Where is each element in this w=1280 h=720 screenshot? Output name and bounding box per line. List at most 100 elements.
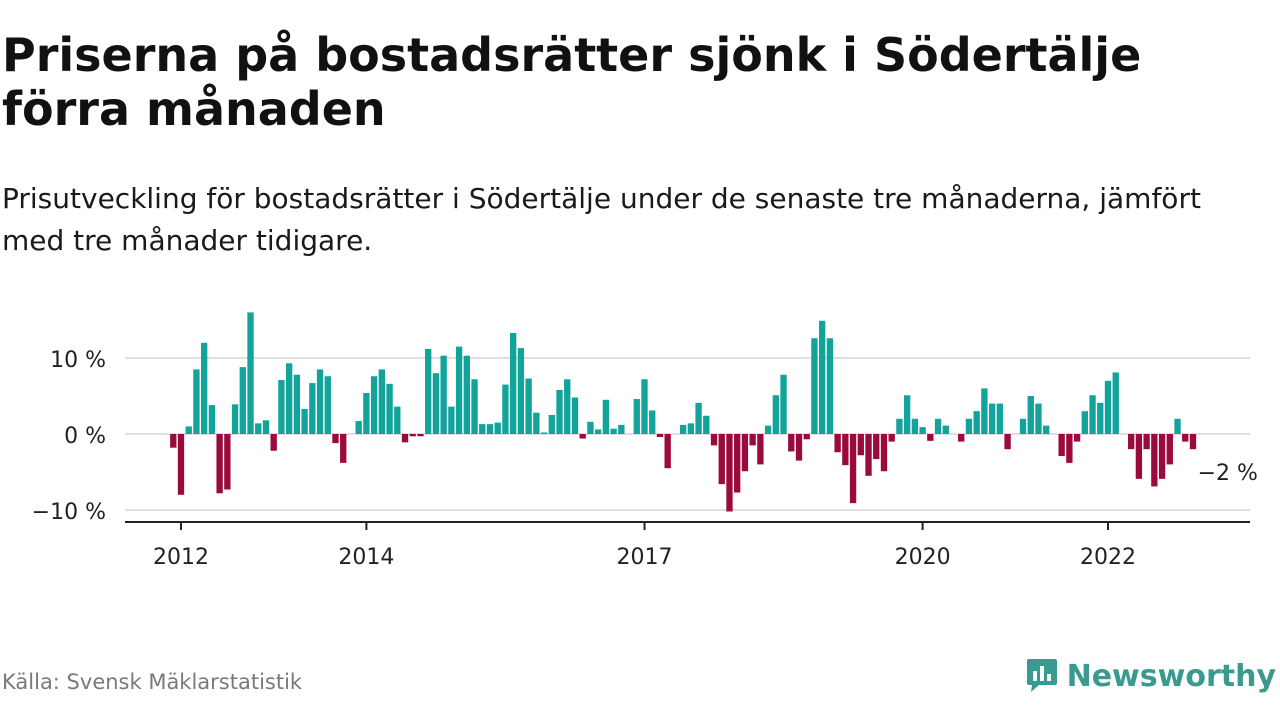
bar <box>1004 434 1011 450</box>
bar <box>710 434 718 446</box>
bar <box>255 423 262 434</box>
chart-subtitle: Prisutveckling för bostadsrätter i Söder… <box>2 182 1201 257</box>
y-tick-label: 10 % <box>50 348 106 373</box>
x-tick-label: 2022 <box>1080 545 1136 570</box>
bar <box>1182 434 1189 442</box>
newsworthy-logo-icon <box>1026 659 1057 692</box>
bar <box>687 423 695 434</box>
bar <box>718 434 725 485</box>
bar <box>363 392 370 434</box>
bar <box>587 421 594 434</box>
bar <box>517 348 525 434</box>
bar <box>564 379 571 434</box>
bar <box>842 434 849 466</box>
bar <box>988 403 996 434</box>
y-tick-label: 0 % <box>64 424 106 449</box>
bar <box>332 434 339 444</box>
bar <box>1189 434 1197 450</box>
bar <box>1104 380 1112 434</box>
bar <box>641 379 648 434</box>
bar <box>996 403 1004 434</box>
bar <box>247 312 254 434</box>
bar <box>811 338 818 434</box>
bar <box>355 421 362 434</box>
x-tick-label: 2012 <box>153 545 209 570</box>
bar <box>958 434 965 442</box>
bar <box>471 379 478 434</box>
bar <box>865 434 872 476</box>
bar <box>1081 411 1088 434</box>
x-tick-label: 2020 <box>895 545 951 570</box>
labels: 10 % 0 % −10 % 2012 2014 2017 2020 2022 −2 % <box>32 348 1258 570</box>
bar <box>764 425 772 434</box>
bar <box>795 434 803 461</box>
bar <box>270 434 277 451</box>
bar <box>479 424 486 434</box>
bar <box>378 369 386 434</box>
bar <box>370 376 378 434</box>
bar <box>1135 434 1143 479</box>
bar <box>749 434 756 446</box>
bar <box>803 434 810 440</box>
bar <box>1035 403 1042 434</box>
bar <box>401 434 409 443</box>
bar <box>1112 372 1119 434</box>
bar <box>788 434 795 452</box>
bar <box>432 373 440 434</box>
bar <box>455 346 463 434</box>
bar <box>579 434 586 439</box>
bar <box>417 434 424 437</box>
value-annotation: −2 % <box>1198 461 1258 486</box>
bar <box>973 411 980 434</box>
bar <box>324 376 331 434</box>
bar <box>734 434 741 493</box>
bar <box>340 434 347 463</box>
bar <box>556 389 563 434</box>
bar <box>224 434 231 490</box>
bar <box>703 415 710 434</box>
source-note: Källa: Svensk Mäklarstatistik <box>2 670 303 694</box>
bar <box>965 418 973 434</box>
bar <box>177 434 185 495</box>
bar <box>873 434 880 460</box>
bar <box>1043 425 1050 434</box>
bar <box>1089 395 1096 434</box>
bar <box>440 355 447 434</box>
bar <box>285 363 293 434</box>
bar <box>301 408 308 434</box>
bars <box>170 312 1197 512</box>
bar <box>880 434 888 472</box>
bar <box>170 434 177 448</box>
bar <box>1019 418 1027 434</box>
bar <box>757 434 764 465</box>
bar <box>888 434 895 442</box>
bar <box>942 425 949 434</box>
bar <box>849 434 857 504</box>
axes <box>125 521 1250 530</box>
bar <box>394 406 401 434</box>
bar <box>463 355 470 434</box>
bar <box>293 374 301 434</box>
bar <box>201 342 208 434</box>
bar <box>1058 434 1065 457</box>
bar <box>594 429 602 434</box>
bar <box>571 397 579 434</box>
bar <box>494 422 501 434</box>
bar <box>741 434 749 472</box>
bar <box>780 374 787 434</box>
bar <box>386 383 393 434</box>
bar <box>857 434 864 456</box>
bar <box>911 418 919 434</box>
bar <box>316 369 324 434</box>
bar <box>695 402 702 434</box>
bar <box>185 426 192 434</box>
bar <box>610 428 617 434</box>
x-tick-label: 2014 <box>338 545 394 570</box>
bar <box>216 434 223 494</box>
bar <box>548 415 555 434</box>
bar <box>1151 434 1158 487</box>
brand-name: Newsworthy <box>1066 658 1276 694</box>
bar <box>834 434 841 453</box>
bar <box>633 399 640 434</box>
bar <box>934 418 942 434</box>
